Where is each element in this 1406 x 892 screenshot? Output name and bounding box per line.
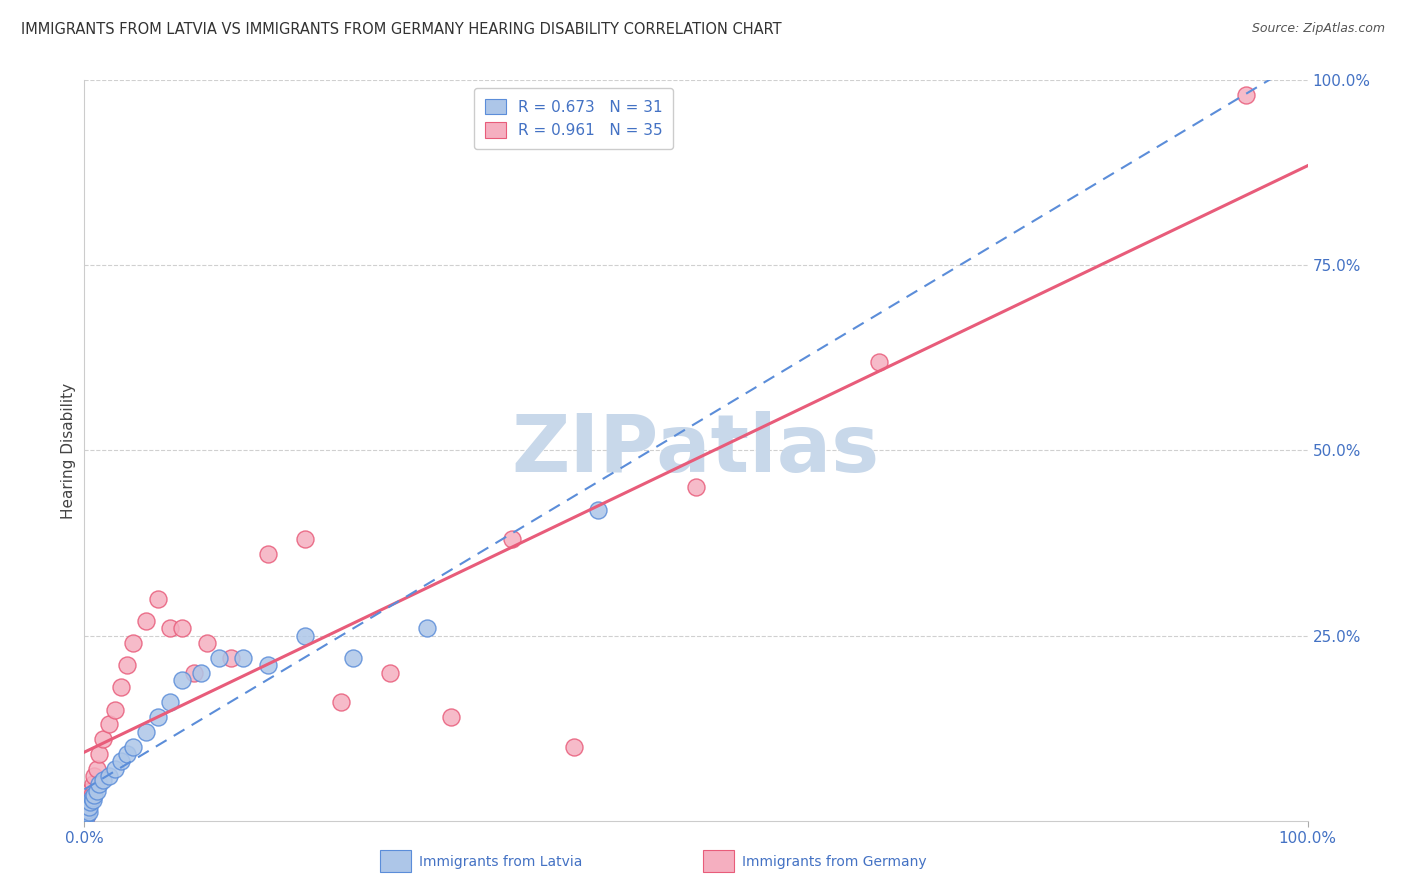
Point [77, 805, 100, 819]
Point [86, 784, 108, 798]
Point [562, 739, 585, 754]
Point [190, 665, 212, 680]
Text: Immigrants from Latvia: Immigrants from Latvia [419, 855, 582, 869]
Point [146, 710, 169, 724]
Point [146, 591, 169, 606]
Point [77, 791, 100, 805]
Point [257, 547, 280, 561]
Point [76, 806, 98, 821]
Text: IMMIGRANTS FROM LATVIA VS IMMIGRANTS FROM GERMANY HEARING DISABILITY CORRELATION: IMMIGRANTS FROM LATVIA VS IMMIGRANTS FRO… [21, 22, 782, 37]
Point [75, 807, 97, 822]
Point [172, 673, 194, 687]
Point [115, 658, 138, 673]
Point [342, 650, 364, 665]
Point [159, 621, 181, 635]
FancyBboxPatch shape [703, 850, 734, 872]
Point [80, 788, 103, 802]
Point [82, 793, 104, 807]
Point [135, 614, 157, 628]
Point [76, 798, 98, 813]
Point [79, 795, 101, 809]
Point [97, 717, 120, 731]
Point [172, 621, 194, 635]
Point [97, 769, 120, 783]
Text: ZIPatlas: ZIPatlas [512, 411, 880, 490]
Point [75, 806, 97, 821]
Point [76, 803, 98, 817]
Legend: R = 0.673   N = 31, R = 0.961   N = 35: R = 0.673 N = 31, R = 0.961 N = 35 [474, 88, 673, 149]
Point [91, 772, 114, 787]
Point [75, 810, 97, 824]
Point [294, 533, 316, 547]
Point [82, 776, 104, 791]
Point [104, 762, 127, 776]
Point [380, 665, 402, 680]
Y-axis label: Hearing Disability: Hearing Disability [60, 383, 76, 518]
Point [294, 628, 316, 642]
Point [87, 776, 110, 791]
Point [159, 695, 181, 709]
Point [87, 747, 110, 761]
Point [135, 724, 157, 739]
Point [416, 621, 439, 635]
Point [80, 791, 103, 805]
Point [77, 795, 100, 809]
Point [440, 710, 463, 724]
Point [76, 803, 98, 817]
Point [685, 481, 707, 495]
Point [115, 747, 138, 761]
Point [79, 784, 101, 798]
Point [208, 650, 231, 665]
Point [77, 800, 100, 814]
Point [122, 636, 145, 650]
Point [91, 732, 114, 747]
Text: Source: ZipAtlas.com: Source: ZipAtlas.com [1251, 22, 1385, 36]
FancyBboxPatch shape [380, 850, 411, 872]
Point [1236, 88, 1258, 103]
Point [110, 755, 132, 769]
Point [83, 788, 105, 802]
Point [219, 650, 242, 665]
Point [869, 354, 891, 368]
Point [75, 810, 97, 824]
Point [104, 703, 127, 717]
Point [110, 681, 132, 695]
Point [183, 665, 205, 680]
Point [330, 695, 353, 709]
Point [77, 798, 100, 813]
Point [232, 650, 254, 665]
Point [586, 502, 609, 516]
Point [195, 636, 218, 650]
Point [122, 739, 145, 754]
Point [83, 769, 105, 783]
Point [502, 533, 524, 547]
Text: Immigrants from Germany: Immigrants from Germany [742, 855, 927, 869]
Point [86, 762, 108, 776]
Point [257, 658, 280, 673]
